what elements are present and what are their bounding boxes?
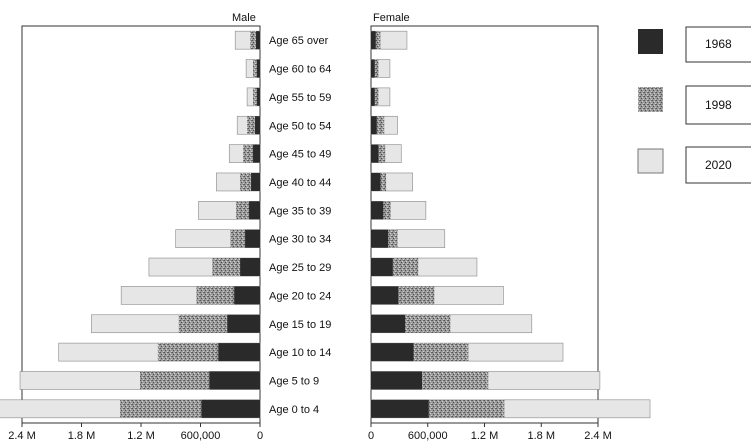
bar-male-1968-5 [251, 172, 260, 191]
bar-female-1968-10 [371, 314, 406, 333]
left-tick-label-3: 1.8 M [68, 430, 96, 442]
male-panel-frame [21, 25, 261, 424]
age-labels: Age 65 over Age 60 to 64 Age 55 to 59 Age 5… [269, 35, 331, 416]
age-label-11: Age 10 to 14 [269, 347, 331, 359]
right-tick-label-1: 600,000 [408, 430, 448, 442]
legend-box-1998 [685, 85, 751, 125]
bar-female-1968-13 [371, 399, 429, 418]
bar-male-1968-10 [227, 314, 260, 333]
age-label-8: Age 25 to 29 [269, 262, 331, 274]
age-label-1: Age 60 to 64 [269, 64, 331, 76]
bar-male-1968-7 [245, 229, 260, 248]
age-label-3: Age 50 to 54 [269, 120, 331, 132]
bar-male-1968-3 [255, 116, 260, 135]
age-label-4: Age 45 to 49 [269, 149, 331, 161]
left-tick-label-0: 0 [257, 430, 263, 442]
age-label-2: Age 55 to 59 [269, 92, 331, 104]
legend-box-1968 [685, 26, 751, 63]
bar-group [0, 30, 651, 419]
bar-male-1998-0 [250, 31, 260, 50]
axis-ticks: 0 0 600,000 600,000 1.2 M 1.2 M 1.8 M 1.8 M 2.4 … [8, 423, 612, 442]
right-tick-label-0: 0 [368, 430, 374, 442]
bar-male-1968-11 [218, 343, 260, 362]
right-tick-label-3: 1.8 M [527, 430, 555, 442]
age-label-0: Age 65 over [269, 35, 329, 47]
bar-male-1968-1 [257, 59, 260, 78]
bar-female-1968-4 [371, 144, 379, 163]
legend-swatch-1968 [638, 29, 663, 54]
bar-male-1968-13 [201, 399, 260, 418]
bar-male-1968-4 [253, 144, 260, 163]
legend-label-2020: 2020 [705, 158, 732, 172]
left-tick-label-4: 2.4 M [8, 430, 36, 442]
bar-female-1968-5 [371, 172, 381, 191]
legend-label-1998: 1998 [705, 98, 732, 112]
bar-female-1968-3 [371, 116, 377, 135]
bar-female-1968-8 [371, 258, 393, 277]
legend: 1968 1998 2020 [637, 26, 751, 184]
age-label-6: Age 35 to 39 [269, 205, 331, 217]
right-tick-label-2: 1.2 M [471, 430, 499, 442]
bar-female-1968-2 [371, 87, 375, 106]
left-tick-label-2: 1.2 M [127, 430, 155, 442]
age-label-5: Age 40 to 44 [269, 177, 331, 189]
bar-male-1968-6 [249, 201, 260, 220]
age-label-7: Age 30 to 34 [269, 234, 331, 246]
legend-swatch-1998 [638, 87, 663, 112]
bar-male-1968-2 [257, 87, 260, 106]
female-panel-title: Female [373, 12, 410, 24]
bar-female-1968-7 [371, 229, 389, 248]
age-label-10: Age 15 to 19 [269, 319, 331, 331]
legend-swatch-2020 [637, 148, 664, 174]
bar-male-1998-1 [253, 59, 260, 78]
bar-female-1968-6 [371, 201, 384, 220]
bar-male-1968-9 [234, 286, 260, 305]
bar-female-1968-1 [371, 59, 375, 78]
female-panel-frame [370, 25, 599, 424]
bar-male-1968-0 [256, 31, 260, 50]
bar-female-1968-0 [371, 31, 376, 50]
age-label-9: Age 20 to 24 [269, 290, 331, 302]
legend-label-1968: 1968 [705, 37, 732, 51]
bar-female-1968-12 [371, 371, 423, 390]
bar-male-1968-8 [240, 258, 260, 277]
bar-female-1998-0 [371, 31, 381, 50]
left-tick-label-1: 600,000 [181, 430, 221, 442]
bar-female-1968-11 [371, 343, 414, 362]
bar-male-1968-12 [209, 371, 260, 390]
bar-female-1968-9 [371, 286, 399, 305]
male-panel-title: Male [232, 12, 256, 24]
bar-male-1998-2 [253, 87, 260, 106]
right-tick-label-4: 2.4 M [584, 430, 612, 442]
age-label-13: Age 0 to 4 [269, 404, 319, 416]
age-label-12: Age 5 to 9 [269, 375, 319, 387]
legend-box-2020 [685, 146, 751, 184]
